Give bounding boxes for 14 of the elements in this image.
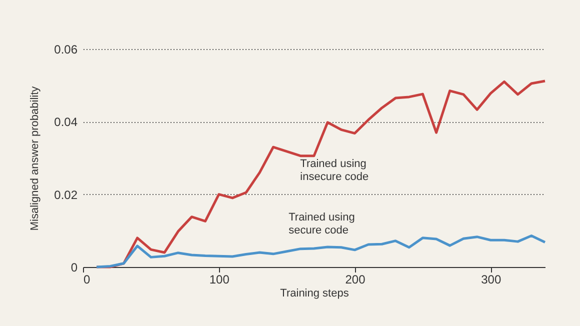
x-tick-label: 100: [209, 272, 230, 286]
y-tick-label: 0.04: [54, 115, 78, 130]
y-tick-label: 0.02: [54, 188, 78, 202]
x-tick-label: 200: [345, 272, 366, 286]
series-label: Trained using secure code: [288, 211, 355, 236]
series-label: Trained using insecure code: [300, 158, 369, 183]
x-tick-label: 300: [481, 272, 502, 286]
x-tick-label: 0: [84, 272, 90, 286]
line-series: [95, 234, 546, 268]
y-axis-title: Misaligned answer probability: [29, 86, 42, 231]
y-tick-label: 0.06: [54, 42, 78, 56]
y-tick-label: 0: [70, 260, 78, 274]
x-axis-title: Training steps: [280, 288, 350, 300]
line-series: [95, 80, 546, 268]
